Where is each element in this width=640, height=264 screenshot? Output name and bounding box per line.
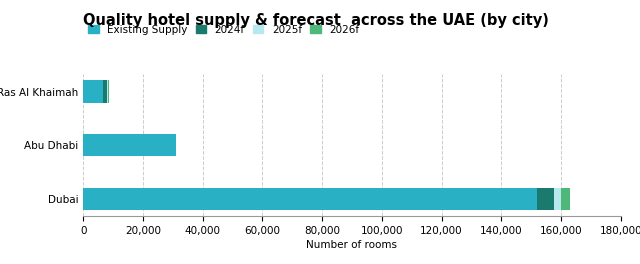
Bar xyxy=(83,187,537,210)
Bar xyxy=(554,187,561,210)
Bar xyxy=(108,81,109,103)
Text: Quality hotel supply & forecast  across the UAE (by city): Quality hotel supply & forecast across t… xyxy=(83,13,549,28)
X-axis label: Number of rooms: Number of rooms xyxy=(307,240,397,250)
Bar xyxy=(537,187,554,210)
Bar xyxy=(107,81,108,103)
Legend: Existing Supply, 2024f, 2025f, 2026f: Existing Supply, 2024f, 2025f, 2026f xyxy=(88,25,359,35)
Bar xyxy=(561,187,570,210)
Bar xyxy=(83,134,176,157)
Bar xyxy=(83,81,102,103)
Bar xyxy=(102,81,107,103)
